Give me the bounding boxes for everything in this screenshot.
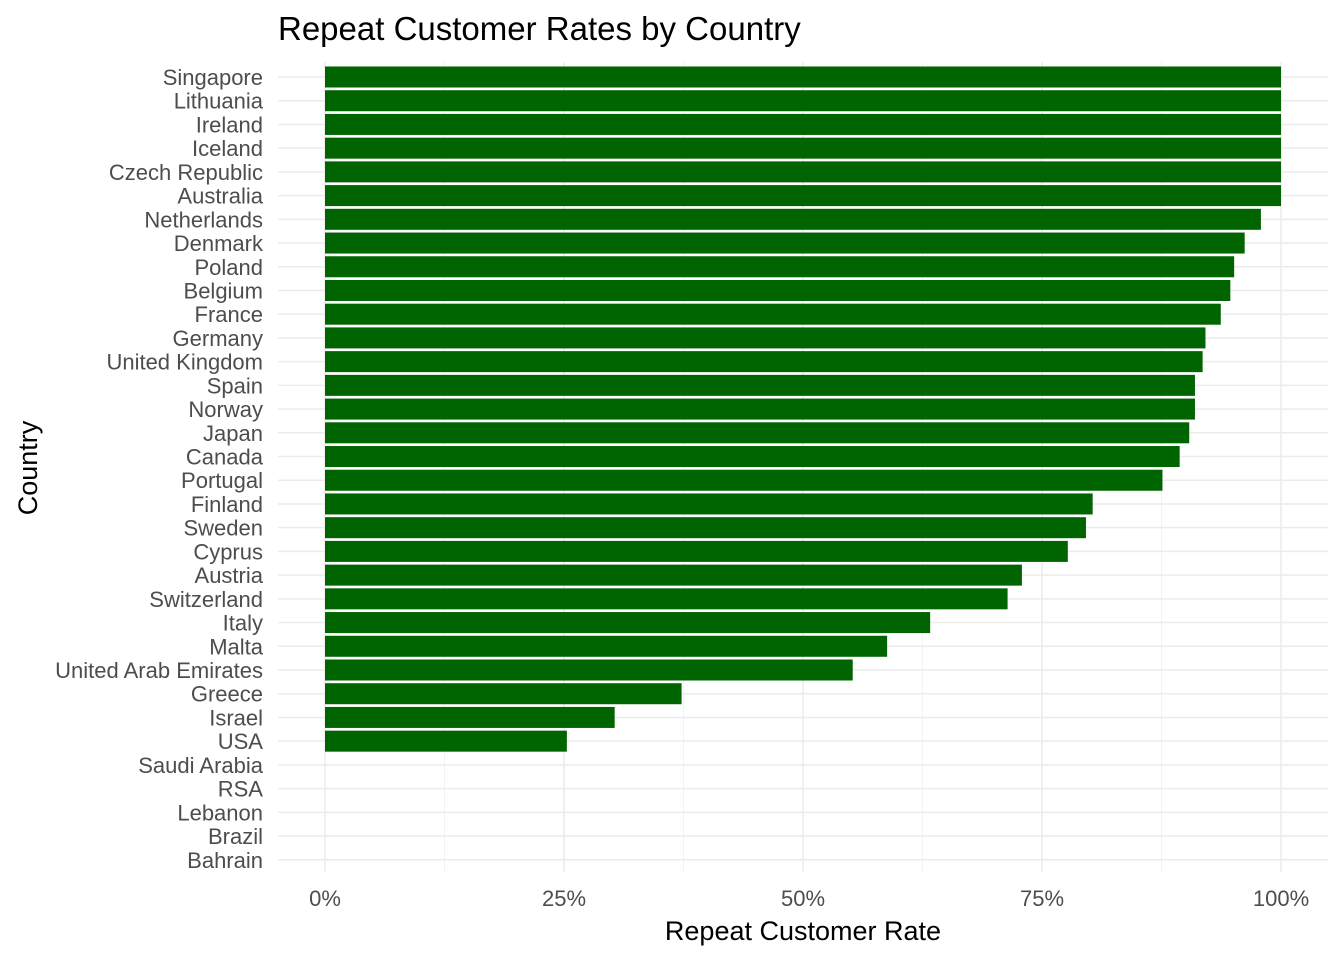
bar xyxy=(325,185,1281,207)
bar xyxy=(325,161,1281,183)
bar xyxy=(325,493,1093,515)
x-tick-label: 75% xyxy=(1020,886,1064,911)
y-tick-label: Sweden xyxy=(183,516,263,541)
y-tick-label: United Arab Emirates xyxy=(55,658,263,683)
y-tick-label: Israel xyxy=(209,705,263,730)
x-tick-label: 50% xyxy=(781,886,825,911)
y-tick-label: Brazil xyxy=(208,824,263,849)
bar xyxy=(325,232,1245,254)
bar xyxy=(325,635,888,657)
bar xyxy=(325,303,1221,325)
y-tick-label: Ireland xyxy=(196,112,263,137)
y-tick-label: Finland xyxy=(191,492,263,517)
y-tick-label: Norway xyxy=(188,397,263,422)
y-tick-label: Belgium xyxy=(184,278,263,303)
bar xyxy=(325,540,1068,562)
bar xyxy=(325,256,1235,278)
y-tick-label: Lebanon xyxy=(177,800,263,825)
x-axis-title: Repeat Customer Rate xyxy=(665,916,941,946)
y-tick-label: Australia xyxy=(177,184,263,209)
y-tick-label: Japan xyxy=(203,421,263,446)
y-tick-label: Poland xyxy=(194,255,263,280)
bar xyxy=(325,90,1281,112)
bar xyxy=(325,327,1206,349)
y-axis-title: Country xyxy=(13,420,43,515)
bar xyxy=(325,683,682,705)
y-tick-label: Singapore xyxy=(163,65,263,90)
y-tick-label: Iceland xyxy=(192,136,263,161)
y-tick-label: Switzerland xyxy=(149,587,263,612)
bar xyxy=(325,446,1180,468)
y-tick-label: Germany xyxy=(173,326,263,351)
bar xyxy=(325,351,1203,373)
bar xyxy=(325,588,1008,610)
bar xyxy=(325,208,1261,230)
x-tick-label: 25% xyxy=(542,886,586,911)
y-tick-label: France xyxy=(195,302,263,327)
x-axis-tick-labels: 0% 25% 50% 75% 100% xyxy=(309,886,1309,911)
bar xyxy=(325,422,1190,444)
y-tick-label: United Kingdom xyxy=(106,350,263,375)
chart-title: Repeat Customer Rates by Country xyxy=(278,10,801,47)
bar xyxy=(325,659,853,681)
bar xyxy=(325,517,1086,539)
y-tick-label: Lithuania xyxy=(174,89,264,114)
y-tick-label: RSA xyxy=(218,777,264,802)
bar xyxy=(325,612,931,634)
y-tick-label: Czech Republic xyxy=(109,160,263,185)
y-tick-label: Saudi Arabia xyxy=(138,753,264,778)
y-tick-label: Netherlands xyxy=(144,207,263,232)
x-tick-label: 100% xyxy=(1253,886,1309,911)
y-tick-label: Greece xyxy=(191,682,263,707)
bar xyxy=(325,374,1195,396)
bar xyxy=(325,564,1022,586)
y-tick-label: Austria xyxy=(195,563,264,588)
y-tick-label: USA xyxy=(218,729,264,754)
y-tick-label: Malta xyxy=(209,634,264,659)
bar xyxy=(325,137,1281,159)
bar xyxy=(325,706,615,728)
y-tick-label: Italy xyxy=(223,611,263,636)
bar xyxy=(325,66,1281,88)
y-tick-label: Bahrain xyxy=(187,848,263,873)
x-tick-label: 0% xyxy=(309,886,341,911)
bar xyxy=(325,398,1195,420)
bar xyxy=(325,279,1231,301)
y-tick-label: Canada xyxy=(186,445,264,470)
bars xyxy=(325,66,1281,752)
y-tick-label: Denmark xyxy=(174,231,264,256)
bar xyxy=(325,113,1281,135)
y-tick-label: Spain xyxy=(207,373,263,398)
bar xyxy=(325,730,567,752)
y-tick-label: Portugal xyxy=(181,468,263,493)
bar xyxy=(325,469,1163,491)
y-tick-label: Cyprus xyxy=(193,539,263,564)
